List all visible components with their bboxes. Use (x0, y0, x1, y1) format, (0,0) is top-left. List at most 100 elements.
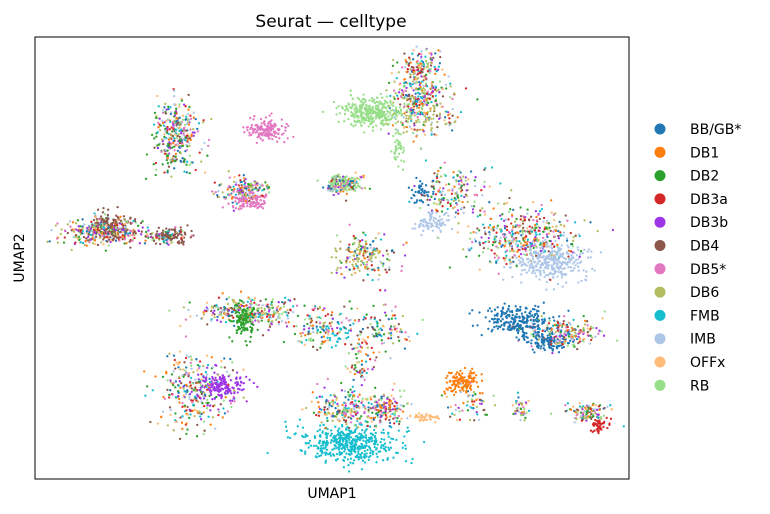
scatter-point (62, 241, 66, 244)
scatter-point (355, 440, 359, 443)
scatter-point (278, 313, 281, 316)
scatter-point (209, 423, 212, 426)
scatter-point (423, 89, 426, 92)
scatter-point (236, 310, 239, 314)
scatter-point (524, 416, 527, 420)
scatter-point (259, 203, 262, 207)
scatter-point (390, 413, 393, 416)
scatter-point (315, 321, 318, 324)
scatter-point (577, 248, 580, 252)
scatter-point (482, 400, 485, 403)
scatter-point (404, 337, 407, 341)
scatter-point (186, 224, 189, 227)
scatter-point (195, 435, 199, 438)
scatter-point (181, 415, 184, 418)
scatter-point (425, 97, 428, 100)
scatter-point (473, 400, 476, 403)
scatter-point (514, 243, 517, 246)
scatter-point (322, 444, 325, 447)
scatter-point (416, 199, 419, 202)
scatter-point (550, 347, 553, 350)
scatter-point (429, 61, 432, 64)
scatter-point (534, 226, 537, 230)
scatter-point (514, 305, 517, 308)
scatter-point (387, 318, 390, 321)
scatter-point (483, 168, 486, 171)
scatter-point (166, 355, 169, 358)
scatter-point (185, 409, 188, 412)
scatter-point (332, 193, 335, 197)
scatter-point (172, 127, 175, 131)
scatter-point (550, 327, 553, 331)
scatter-point (414, 92, 417, 95)
scatter-point (176, 134, 179, 138)
scatter-point (161, 410, 165, 413)
scatter-point (345, 175, 348, 179)
scatter-point (343, 450, 346, 453)
scatter-point (495, 245, 498, 248)
scatter-point (475, 231, 478, 235)
scatter-point (91, 223, 94, 227)
scatter-point (427, 119, 431, 122)
scatter-point (329, 323, 332, 326)
scatter-point (616, 339, 619, 342)
scatter-point (372, 120, 376, 123)
scatter-point (237, 208, 240, 211)
scatter-point (215, 364, 218, 367)
scatter-point (345, 423, 348, 426)
scatter-point (346, 332, 349, 335)
scatter-point (450, 192, 454, 195)
scatter-point (255, 123, 258, 127)
scatter-point (542, 220, 545, 223)
scatter-point (415, 120, 418, 124)
scatter-point (424, 184, 428, 187)
scatter-point (564, 214, 567, 217)
scatter-point (356, 334, 359, 337)
scatter-point (446, 201, 450, 204)
scatter-point (355, 248, 358, 252)
scatter-point (452, 380, 455, 383)
scatter-point (152, 239, 156, 243)
scatter-point (323, 406, 326, 409)
scatter-point (559, 255, 562, 258)
scatter-point (93, 212, 96, 215)
scatter-point (216, 389, 219, 392)
scatter-point (430, 128, 433, 132)
scatter-point (434, 99, 438, 102)
scatter-point (203, 171, 207, 174)
scatter-point (101, 211, 105, 214)
scatter-point (410, 86, 413, 90)
scatter-point (333, 447, 336, 450)
scatter-point (417, 106, 421, 109)
scatter-point (352, 459, 356, 462)
scatter-point (564, 404, 567, 407)
scatter-point (574, 234, 577, 237)
scatter-point (414, 227, 417, 230)
scatter-point (580, 414, 583, 417)
scatter-point (46, 240, 49, 243)
scatter-point (48, 240, 51, 243)
scatter-point (351, 258, 355, 262)
scatter-point (360, 468, 364, 471)
scatter-point (452, 176, 455, 179)
scatter-point (510, 189, 513, 192)
scatter-point (265, 193, 268, 196)
scatter-point (391, 109, 395, 112)
scatter-point (359, 263, 363, 267)
scatter-point (419, 206, 422, 210)
scatter-point (480, 373, 483, 376)
scatter-point (270, 134, 274, 137)
scatter-point (335, 271, 338, 275)
scatter-point (416, 54, 420, 57)
scatter-point (396, 120, 400, 123)
scatter-point (188, 301, 191, 304)
scatter-point (576, 408, 579, 412)
scatter-point (166, 162, 170, 165)
scatter-point (430, 195, 433, 198)
scatter-point (163, 133, 166, 136)
scatter-point (505, 201, 509, 205)
scatter-point (161, 109, 165, 112)
scatter-point (431, 95, 435, 98)
scatter-point (411, 457, 414, 461)
scatter-point (242, 202, 245, 206)
